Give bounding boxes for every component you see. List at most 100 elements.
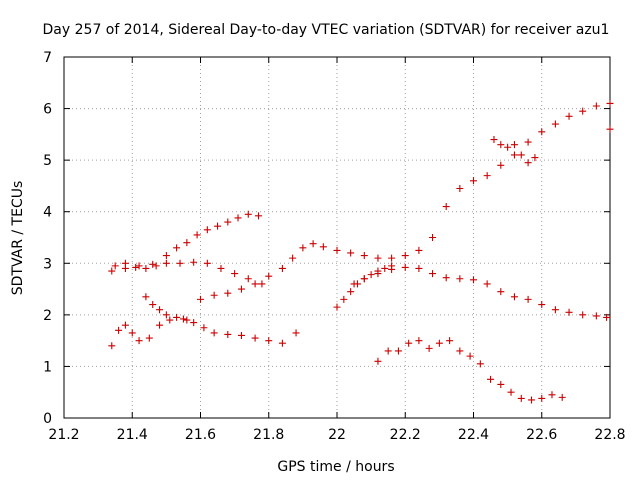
data-point <box>466 352 474 360</box>
data-point <box>173 313 181 321</box>
data-point <box>265 272 273 280</box>
data-point <box>517 394 525 402</box>
data-point <box>374 267 382 275</box>
data-point <box>415 337 423 345</box>
data-point <box>470 276 477 284</box>
data-point <box>524 295 532 303</box>
y-tick-labels: 0 1 2 3 4 5 6 7 <box>43 50 52 427</box>
x-tick-label: 22.2 <box>390 427 421 443</box>
data-point <box>224 218 232 226</box>
series-group <box>333 262 396 311</box>
series-group <box>108 258 611 321</box>
data-point <box>456 347 464 355</box>
data-point <box>231 270 239 278</box>
data-point <box>360 275 368 283</box>
x-tick-label: 22.4 <box>458 427 489 443</box>
y-tick-label: 0 <box>43 411 52 427</box>
data-point <box>156 321 164 329</box>
x-tick-label: 22.6 <box>526 427 557 443</box>
data-point <box>111 262 119 270</box>
data-point <box>504 143 512 151</box>
data-point <box>442 203 450 211</box>
data-point <box>435 339 443 347</box>
data-point <box>162 252 170 260</box>
data-point <box>360 252 368 260</box>
data-point <box>333 246 341 254</box>
data-point <box>353 280 361 288</box>
data-point <box>258 280 266 288</box>
data-point <box>551 306 559 314</box>
data-point <box>289 254 297 262</box>
data-point <box>309 240 317 248</box>
data-point <box>565 112 573 120</box>
y-tick-label: 2 <box>43 308 52 324</box>
series-group <box>142 99 614 324</box>
data-point <box>381 264 389 272</box>
data-point <box>538 394 546 402</box>
series-group <box>490 125 614 167</box>
data-point <box>592 312 600 320</box>
data-point <box>224 330 232 338</box>
data-point <box>603 313 611 321</box>
data-point <box>538 128 546 136</box>
data-point <box>135 337 143 345</box>
data-point <box>224 289 232 297</box>
data-point <box>510 151 518 159</box>
y-tick-label: 6 <box>43 102 52 118</box>
data-point <box>156 306 164 314</box>
data-point <box>476 360 484 368</box>
data-point <box>132 263 140 271</box>
data-point <box>415 264 423 272</box>
y-axis-label: SDTVAR / TECUs <box>10 181 26 296</box>
data-point <box>347 249 355 257</box>
data-point <box>388 254 396 262</box>
data-point <box>255 212 263 220</box>
data-point <box>200 324 208 332</box>
data-point <box>278 339 286 347</box>
data-point <box>149 260 157 268</box>
data-point <box>388 262 396 270</box>
data-point <box>442 274 450 282</box>
data-point <box>115 326 123 334</box>
data-point <box>121 259 129 267</box>
data-point <box>517 151 525 159</box>
data-point <box>145 334 153 342</box>
data-point <box>374 357 382 365</box>
data-point <box>497 380 505 388</box>
data-point <box>217 264 225 272</box>
y-tick-label: 1 <box>43 359 52 375</box>
data-point <box>425 344 433 352</box>
data-point <box>456 275 464 283</box>
data-point <box>190 258 198 266</box>
data-point <box>429 270 437 278</box>
data-point <box>497 161 505 169</box>
data-point <box>108 342 116 350</box>
data-point <box>244 210 252 218</box>
data-point <box>528 396 536 404</box>
x-tick-label: 21.6 <box>185 427 216 443</box>
data-point <box>579 311 587 319</box>
x-tick-label: 21.4 <box>117 427 148 443</box>
data-point <box>446 337 454 345</box>
data-point <box>142 264 150 272</box>
data-point <box>210 291 218 299</box>
data-point <box>558 393 566 401</box>
data-point <box>176 259 184 267</box>
data-point <box>292 329 300 337</box>
data-point <box>149 301 157 309</box>
grid <box>64 57 610 418</box>
data-point <box>524 159 532 167</box>
x-tick-label: 22 <box>328 427 346 443</box>
data-point <box>483 280 491 288</box>
data-point <box>340 295 348 303</box>
y-tick-label: 5 <box>43 153 52 169</box>
data-point <box>183 316 191 324</box>
data-point <box>179 315 187 323</box>
data-point <box>197 295 204 303</box>
data-point <box>193 231 201 239</box>
data-point <box>278 264 286 272</box>
data-point <box>497 288 505 296</box>
data-point <box>203 226 211 234</box>
series-group <box>108 315 300 350</box>
